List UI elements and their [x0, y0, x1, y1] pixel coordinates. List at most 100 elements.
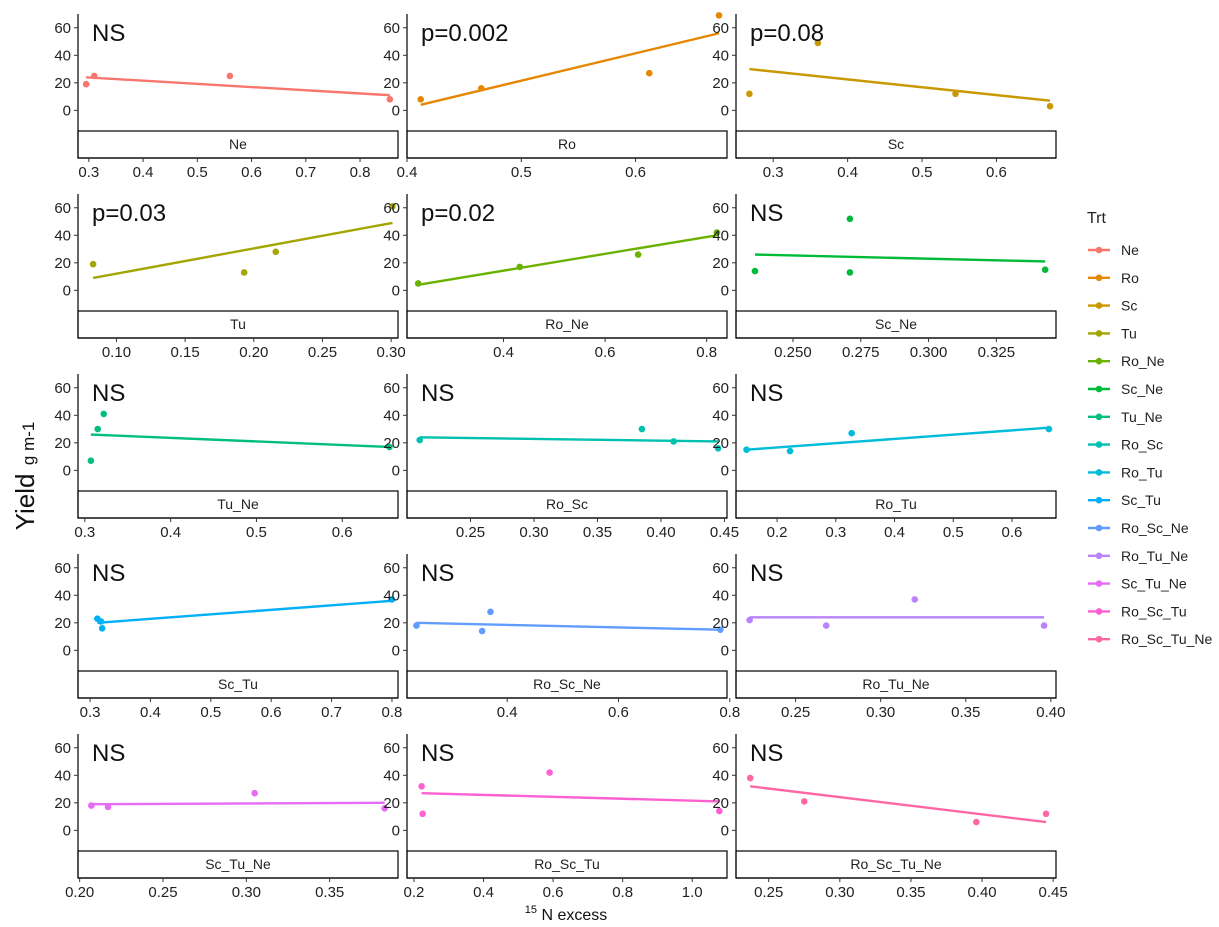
y-tick-label: 60 [54, 560, 71, 577]
facet-strip-label: Tu [230, 316, 246, 332]
fit-line [416, 621, 721, 631]
x-tick-label: 0.5 [943, 524, 964, 541]
data-point [100, 410, 108, 418]
x-tick-label: 0.8 [350, 164, 371, 181]
x-tick-label: 0.7 [321, 704, 342, 721]
legend-item-ro-tu: Ro_Tu [1088, 464, 1163, 480]
data-point [240, 269, 248, 276]
facet-strip-box [77, 670, 399, 699]
x-tick-label: 0.5 [200, 704, 221, 721]
data-point [786, 447, 794, 455]
x-tick-label: 0.6 [241, 164, 262, 181]
legend-key-point [1095, 441, 1103, 448]
x-tick-label: 0.4 [493, 344, 514, 361]
data-point [418, 783, 425, 790]
facet-panel-ro-tu: Ro_Tu 0 20 40 60 0.2 0.3 0.4 0.5 0.6 NS [712, 374, 1057, 541]
legend-key-point [1095, 469, 1103, 476]
facet-panel-sc-tu: Sc_Tu 0 20 40 60 0.3 0.4 0.5 0.6 0.7 0.8 NS [54, 554, 402, 721]
y-tick-label: 20 [712, 255, 729, 272]
y-tick-label: 40 [712, 227, 729, 244]
data-point [715, 12, 723, 19]
y-tick-label: 0 [392, 642, 400, 659]
y-tick-label: 20 [383, 615, 400, 632]
y-tick-label: 0 [392, 822, 400, 839]
y-tick-label: 0 [63, 642, 71, 659]
legend-label: Tu [1121, 325, 1137, 341]
legend-item-ro-sc: Ro_Sc [1088, 437, 1163, 453]
facet-panel-sc: Sc 0 20 40 60 0.3 0.4 0.5 0.6 p=0.08 [712, 14, 1057, 181]
significance-label: NS [421, 560, 454, 587]
data-point [419, 810, 426, 818]
data-point [746, 90, 753, 98]
legend-key-point [1095, 580, 1103, 587]
significance-label: p=0.03 [92, 200, 166, 227]
significance-label: NS [750, 560, 783, 587]
legend-title: Trt [1087, 210, 1107, 227]
y-tick-label: 60 [712, 560, 729, 577]
data-point [477, 85, 485, 92]
x-tick-label: 0.40 [1036, 704, 1065, 721]
data-point [389, 203, 396, 210]
x-tick-label: 0.7 [295, 164, 316, 181]
data-point [97, 618, 105, 625]
x-tick-label: 0.2 [767, 524, 788, 541]
facet-strip-box [77, 310, 399, 339]
legend-item-ne: Ne [1088, 242, 1139, 258]
y-tick-label: 40 [712, 767, 729, 784]
data-point [634, 251, 642, 258]
facet-strip-label: Ro_Tu_Ne [862, 676, 929, 692]
data-point [88, 802, 95, 809]
facet-strip-box [406, 130, 728, 159]
y-axis-title-main: Yield [10, 474, 40, 531]
y-tick-label: 20 [54, 795, 71, 812]
y-tick-label: 0 [392, 102, 400, 119]
data-point [82, 80, 90, 88]
fit-line [421, 791, 720, 803]
x-tick-label: 0.45 [710, 524, 739, 541]
facet-strip-label: Ro_Sc_Ne [533, 676, 601, 692]
x-axis-title-superscript: 15 [525, 904, 537, 916]
facet-panel-ro-sc-tu-ne: Ro_Sc_Tu_Ne 0 20 40 60 0.25 0.30 0.35 0.40 0.45 NS [712, 734, 1068, 901]
data-point [89, 260, 97, 268]
y-tick-label: 0 [63, 282, 71, 299]
legend-item-sc: Sc [1088, 298, 1137, 314]
y-tick-label: 20 [54, 255, 71, 272]
data-point [743, 446, 750, 454]
facet-panel-ne: Ne 0 20 40 60 0.3 0.4 0.5 0.6 0.7 0.8 NS [54, 14, 399, 181]
legend-key-point [1095, 330, 1103, 337]
data-point [416, 436, 423, 444]
x-tick-label: 0.4 [884, 524, 905, 541]
y-tick-label: 20 [712, 615, 729, 632]
data-point [846, 269, 854, 276]
y-tick-label: 20 [712, 435, 729, 452]
x-tick-label: 0.35 [583, 524, 612, 541]
significance-label: NS [92, 560, 125, 587]
data-point [822, 622, 830, 629]
x-tick-label: 0.250 [774, 344, 812, 361]
facet-strip-box [406, 490, 728, 519]
data-point [670, 438, 677, 445]
fit-line [417, 234, 718, 287]
x-tick-label: 0.2 [404, 884, 425, 901]
data-point [1041, 266, 1049, 274]
x-tick-label: 0.4 [497, 704, 518, 721]
legend-key-point [1095, 302, 1103, 309]
y-tick-label: 40 [54, 407, 71, 424]
data-point [714, 445, 722, 452]
x-axis-title-main: N excess [541, 907, 607, 924]
x-tick-label: 0.30 [377, 344, 406, 361]
y-tick-label: 40 [54, 767, 71, 784]
y-tick-label: 20 [712, 75, 729, 92]
facet-strip-label: Sc [888, 136, 904, 152]
x-tick-label: 0.40 [967, 884, 996, 901]
x-tick-label: 0.10 [102, 344, 131, 361]
y-tick-label: 60 [712, 20, 729, 37]
y-axis-title-unit: g m-1 [19, 422, 38, 465]
legend-label: Tu_Ne [1121, 409, 1163, 425]
legend-key-point [1095, 357, 1103, 365]
y-tick-label: 40 [54, 587, 71, 604]
y-tick-label: 20 [383, 75, 400, 92]
legend-label: Ro_Ne [1121, 353, 1165, 369]
legend-item-tu: Tu [1088, 325, 1137, 341]
fit-line [419, 436, 719, 443]
